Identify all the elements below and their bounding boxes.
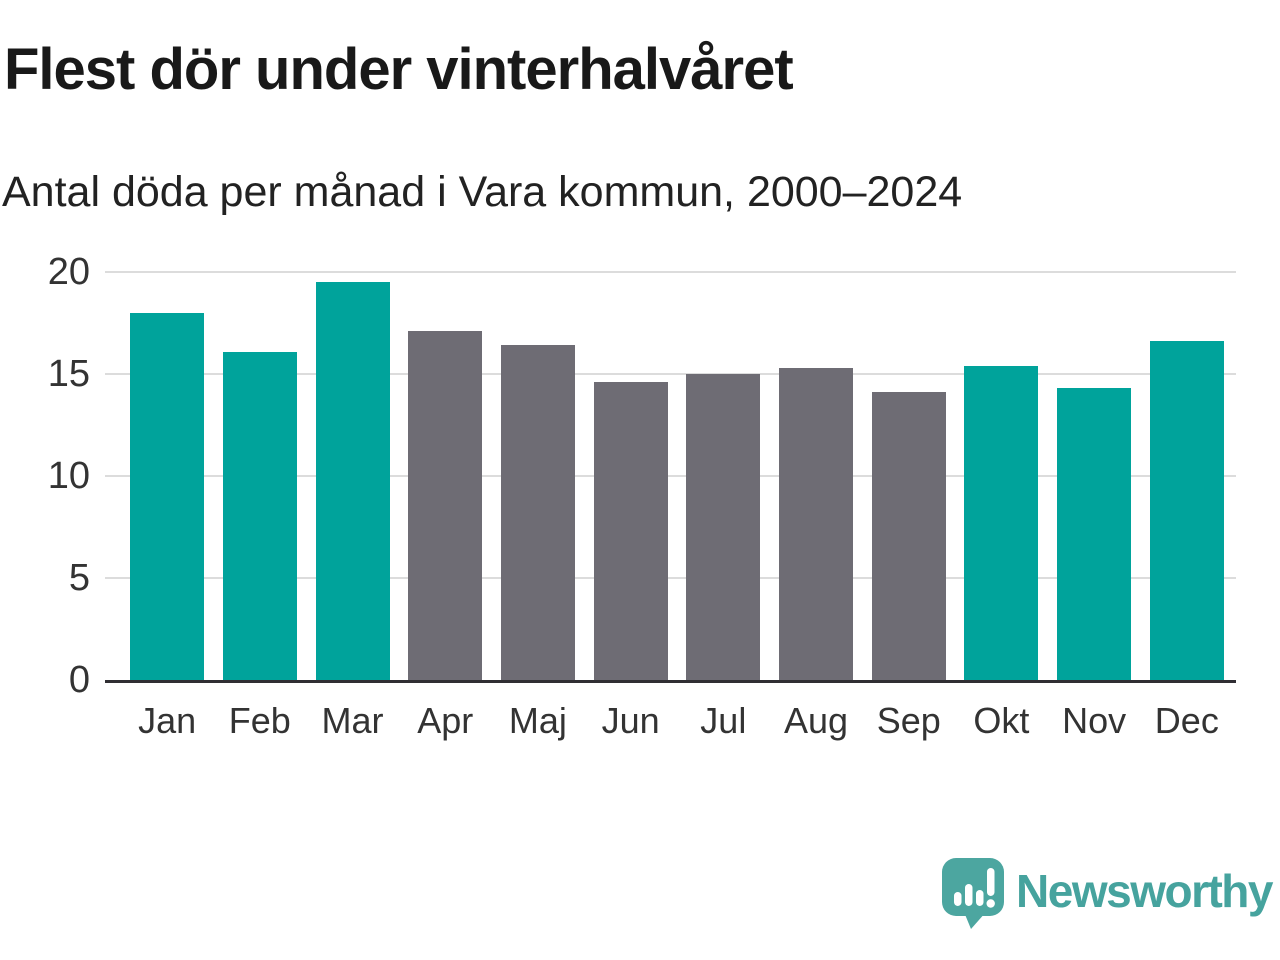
x-tick-label-sep: Sep — [876, 700, 941, 741]
x-tick-label-aug: Aug — [783, 700, 849, 741]
bar-feb — [222, 351, 297, 680]
newsworthy-logo: Newsworthy — [942, 858, 1273, 930]
bar-chart-plot — [105, 271, 1236, 683]
x-tick-label-apr: Apr — [417, 700, 474, 741]
x-tick-label-nov: Nov — [1062, 700, 1127, 741]
bar-nov — [1057, 388, 1132, 680]
bar-apr — [408, 331, 483, 680]
gridline-y10 — [105, 475, 1236, 477]
bar-dec — [1149, 341, 1224, 680]
y-tick-label-0: 0 — [68, 659, 90, 701]
gridline-y20 — [105, 271, 1236, 273]
gridline-y15 — [105, 373, 1236, 375]
bar-okt — [964, 365, 1039, 680]
bar-aug — [779, 367, 854, 680]
x-tick-label-jun: Jun — [601, 700, 660, 741]
x-tick-label-dec: Dec — [1154, 700, 1219, 741]
gridline-y5 — [105, 577, 1236, 579]
bar-sep — [871, 392, 946, 680]
x-tick-label-mar: Mar — [321, 700, 384, 741]
x-tick-label-jul: Jul — [700, 700, 747, 741]
x-tick-label-jan: Jan — [138, 700, 197, 741]
bar-maj — [500, 345, 575, 680]
y-tick-label-5: 5 — [68, 557, 90, 599]
bar-jun — [593, 382, 668, 680]
chart-title: Flest dör under vinterhalvåret — [4, 37, 794, 102]
bar-mar — [315, 282, 390, 680]
chart-subtitle: Antal döda per månad i Vara kommun, 2000… — [2, 168, 963, 216]
x-axis-line — [105, 680, 1236, 683]
y-axis-tick-labels: 0 5 10 15 20 — [0, 253, 90, 699]
y-tick-label-20: 20 — [47, 251, 90, 293]
bar-jul — [686, 374, 761, 680]
newsworthy-wordmark: Newsworthy — [1016, 865, 1273, 917]
y-tick-label-15: 15 — [47, 353, 90, 395]
y-tick-label-10: 10 — [47, 455, 90, 497]
x-tick-label-maj: Maj — [508, 700, 567, 741]
x-tick-label-okt: Okt — [973, 700, 1030, 741]
bar-jan — [130, 312, 205, 680]
x-tick-label-feb: Feb — [228, 700, 291, 741]
newsworthy-logo-icon — [942, 858, 1005, 929]
